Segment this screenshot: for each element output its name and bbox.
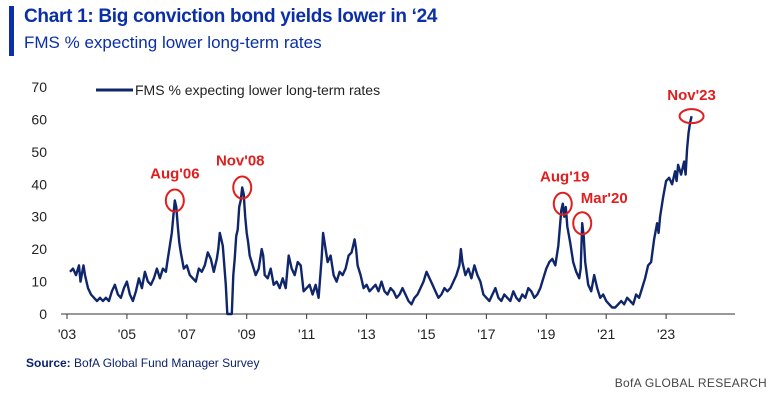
annotation-label: Mar'20: [581, 190, 628, 207]
x-tick-label: '17: [477, 326, 495, 342]
x-tick-label: '13: [357, 326, 375, 342]
annotations: Aug'06 Nov'08 Aug'19 Mar'20 Nov'23: [150, 87, 716, 236]
y-tick-label: 40: [31, 176, 47, 192]
legend: FMS % expecting lower long-term rates: [96, 82, 380, 98]
source-label: Source:: [26, 356, 71, 370]
x-tick-label: '11: [298, 326, 315, 342]
y-tick-label: 60: [31, 111, 47, 127]
x-tick-label: '03: [58, 326, 76, 342]
legend-label: FMS % expecting lower long-term rates: [135, 82, 380, 98]
x-tick-label: '21: [597, 326, 615, 342]
line-chart: 0 10 20 30 40 50 60 70 '03 '05 '07 '09 '11 '13 '15 '17…: [31, 79, 735, 342]
chart-subtitle: FMS % expecting lower long-term rates: [24, 33, 322, 52]
y-tick-label: 50: [31, 144, 47, 160]
x-tick-label: '07: [178, 326, 196, 342]
x-tick-label: '15: [417, 326, 435, 342]
series-group: [69, 115, 693, 316]
y-tick-label: 20: [31, 241, 47, 257]
x-tick-label: '19: [537, 326, 555, 342]
y-tick-label: 30: [31, 209, 47, 225]
title-accent-bar: [9, 6, 14, 56]
chart-title: Chart 1: Big conviction bond yields lowe…: [24, 6, 438, 27]
annotation-label: Aug'06: [150, 166, 199, 183]
x-tick-label: '09: [238, 326, 256, 342]
source-note: Source: BofA Global Fund Manager Survey: [26, 356, 259, 370]
y-tick-label: 0: [39, 306, 47, 322]
annotation-label: Nov'23: [667, 87, 716, 104]
y-tick-label: 70: [31, 79, 47, 95]
x-tick-label: '23: [657, 326, 675, 342]
annotation-label: Nov'08: [216, 153, 265, 170]
annotation-circle: [678, 108, 705, 125]
series-line: [69, 115, 693, 316]
annotation-circle: [572, 211, 593, 236]
y-axis: 0 10 20 30 40 50 60 70: [31, 79, 47, 322]
x-tick-label: '05: [118, 326, 136, 342]
source-text: BofA Global Fund Manager Survey: [74, 356, 260, 370]
brand-footer: BofA GLOBAL RESEARCH: [614, 376, 767, 390]
annotation-label: Aug'19: [540, 169, 589, 186]
x-axis: '03 '05 '07 '09 '11 '13 '15 '17 '19 '21 '23: [58, 313, 735, 342]
y-tick-label: 10: [31, 274, 47, 290]
annotation-circle: [232, 175, 253, 200]
annotation-circle: [552, 191, 573, 216]
annotation-circle: [164, 188, 185, 213]
